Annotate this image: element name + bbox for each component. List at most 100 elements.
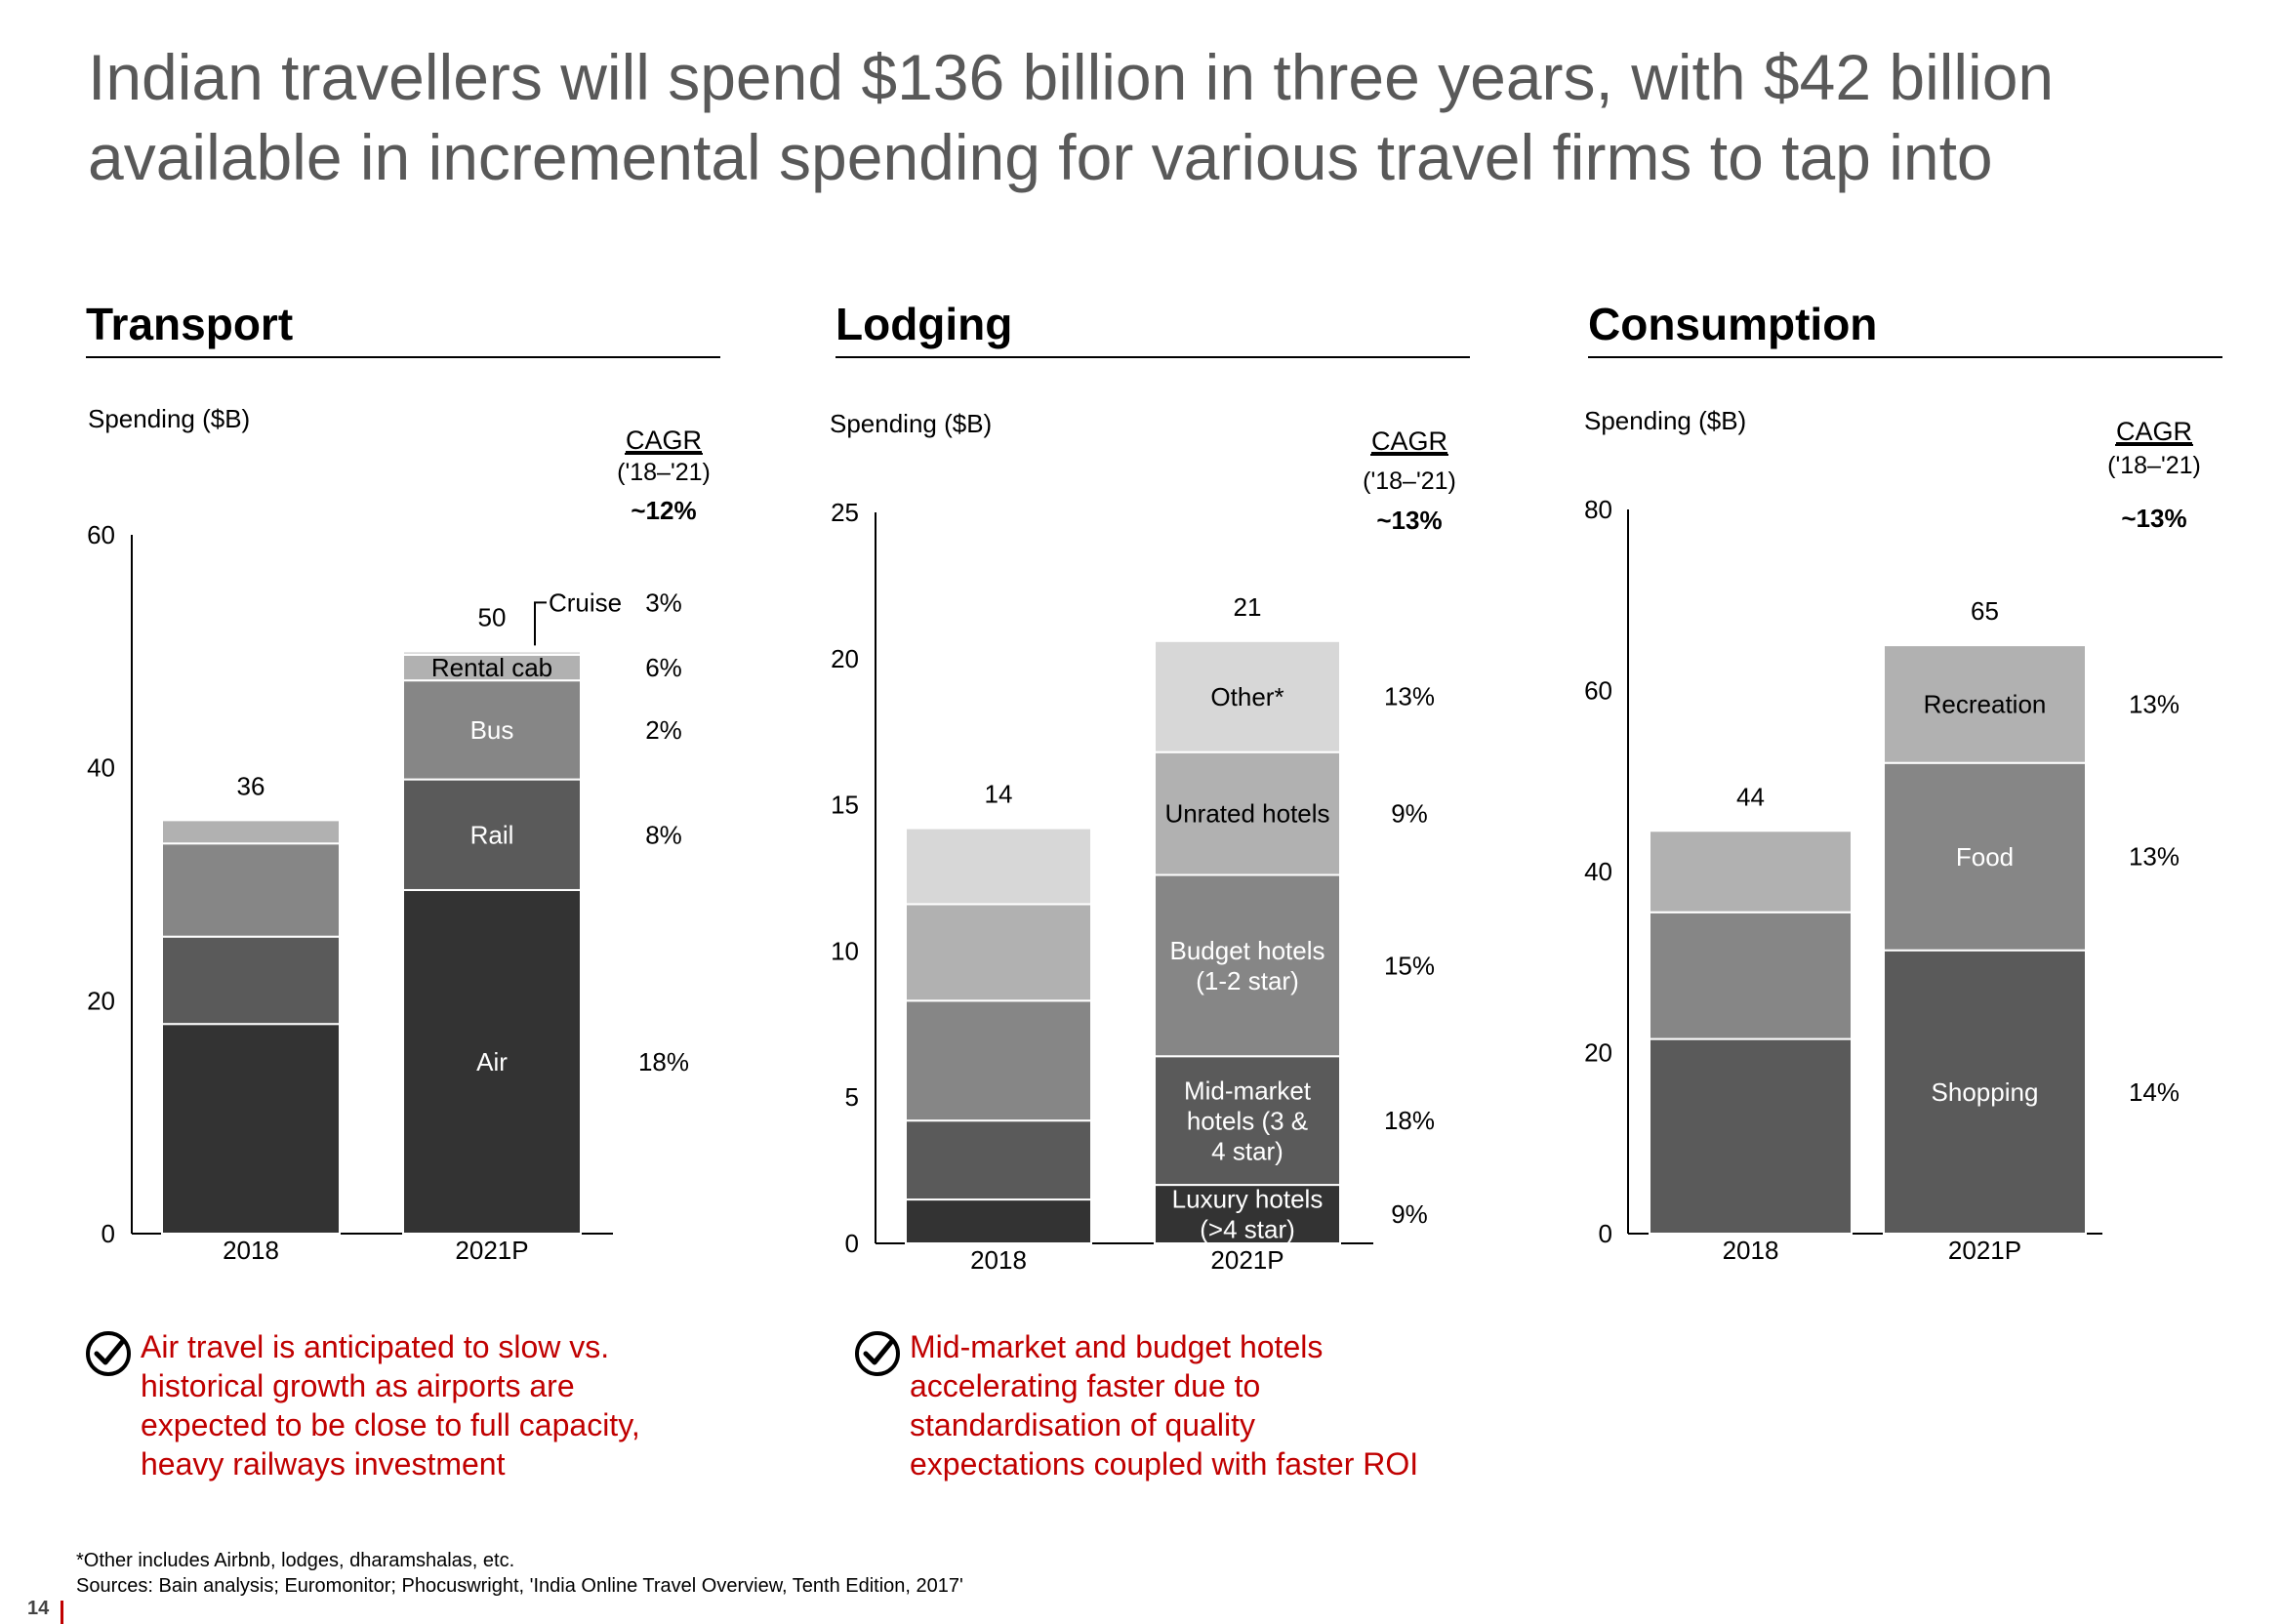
- footnote-other: *Other includes Airbnb, lodges, dharamsh…: [76, 1550, 515, 1571]
- cagr-value: 13%: [2129, 689, 2180, 718]
- note-line: expectations coupled with faster ROI: [910, 1446, 1419, 1482]
- cagr-period: ('18–'21): [617, 459, 711, 486]
- bar-segment: [161, 1023, 341, 1235]
- y-tick-label: 60: [87, 520, 115, 549]
- bar-segment: [905, 1119, 1092, 1201]
- y-tick-label: 0: [845, 1229, 859, 1258]
- x-tick-label: 2021P: [1948, 1236, 2021, 1265]
- checkmark-icon: [855, 1331, 900, 1376]
- bar-segment: [1154, 873, 1341, 1058]
- bar-total-label: 36: [237, 771, 265, 800]
- y-tick-label: 0: [102, 1219, 115, 1248]
- segment-label: Shopping: [1932, 1077, 2039, 1107]
- note-line: Mid-market and budget hotels: [910, 1329, 1324, 1364]
- note-line: heavy railways investment: [141, 1446, 506, 1482]
- bar-segment: [402, 888, 582, 1235]
- segment-label: Budget hotels (1-2 star): [1169, 936, 1324, 995]
- lodging-note: Mid-market and budget hotels acceleratin…: [855, 1327, 1573, 1483]
- segment-label: Unrated hotels: [1164, 799, 1329, 829]
- cagr-value: 13%: [1384, 682, 1435, 711]
- cagr-value: 9%: [1391, 799, 1428, 829]
- cagr-value: 3%: [645, 588, 682, 617]
- bar-total-label: 14: [985, 780, 1013, 809]
- bar-total-label: 21: [1234, 592, 1262, 622]
- note-line: Air travel is anticipated to slow vs.: [141, 1329, 610, 1364]
- bar-segment: [161, 935, 341, 1026]
- segment-label: Other*: [1210, 682, 1284, 711]
- y-tick-label: 10: [831, 936, 859, 965]
- bar-segment: [1154, 1184, 1341, 1244]
- bar-segment: [1649, 1037, 1853, 1236]
- bar-segment: [1154, 1055, 1341, 1187]
- x-tick-label: 2021P: [455, 1236, 528, 1265]
- segment-label: Air: [476, 1047, 508, 1076]
- bar-segment: [161, 819, 341, 845]
- bar-total-label: 50: [478, 602, 507, 631]
- bar-segment: [1154, 751, 1341, 876]
- page-number-divider: [61, 1601, 63, 1624]
- cagr-header: CAGR: [1371, 426, 1447, 456]
- bar-segment: [1154, 639, 1341, 753]
- cagr-header: CAGR: [626, 426, 702, 455]
- cagr-value: 13%: [2129, 842, 2180, 872]
- cagr-total: ~13%: [1376, 506, 1442, 535]
- note-line: historical growth as airports are: [141, 1368, 575, 1403]
- bar-segment: [402, 679, 582, 781]
- cagr-value: 6%: [645, 653, 682, 682]
- y-tick-label: 40: [87, 753, 115, 783]
- bar-segment: [402, 778, 582, 891]
- note-line: accelerating faster due to: [910, 1368, 1261, 1403]
- y-axis-title: Spending ($B): [88, 404, 250, 433]
- x-tick-label: 2021P: [1210, 1245, 1284, 1275]
- bar-segment: [1649, 911, 1853, 1040]
- y-tick-label: 5: [845, 1082, 859, 1112]
- y-tick-label: 0: [1599, 1219, 1612, 1248]
- consumption-panel-title: Consumption: [1588, 298, 2222, 358]
- y-tick-label: 40: [1584, 857, 1612, 886]
- cagr-value: 2%: [645, 715, 682, 745]
- segment-label: Cruise: [549, 588, 622, 617]
- bar-segment: [161, 842, 341, 938]
- lodging-panel: Lodging: [835, 298, 1470, 358]
- bar-segment: [905, 903, 1092, 1002]
- segment-label: Rental cab: [431, 653, 552, 682]
- cagr-value: 8%: [645, 820, 682, 849]
- bar-segment: [905, 999, 1092, 1122]
- page-number: 14: [27, 1598, 50, 1619]
- bar-segment: [1883, 761, 2087, 952]
- cagr-period: ('18–'21): [2107, 452, 2201, 479]
- bar-segment: [905, 827, 1092, 906]
- y-tick-label: 80: [1584, 495, 1612, 524]
- cagr-header: CAGR: [2116, 417, 2192, 446]
- cagr-value: 18%: [1384, 1106, 1435, 1135]
- y-tick-label: 25: [831, 498, 859, 527]
- y-tick-label: 20: [1584, 1038, 1612, 1068]
- consumption-panel: Consumption: [1588, 298, 2222, 358]
- page-title: Indian travellers will spend $136 billio…: [88, 41, 2055, 193]
- bar-segment: [905, 1198, 1092, 1245]
- y-tick-label: 20: [831, 644, 859, 673]
- x-tick-label: 2018: [223, 1236, 279, 1265]
- y-axis-title: Spending ($B): [830, 409, 992, 438]
- segment-label: Luxury hotels (>4 star): [1172, 1185, 1324, 1244]
- cagr-value: 14%: [2129, 1077, 2180, 1107]
- lodging-panel-title: Lodging: [835, 298, 1470, 358]
- cagr-total: ~13%: [2121, 504, 2186, 533]
- segment-label: Recreation: [1924, 690, 2047, 719]
- segment-label: Bus: [470, 715, 514, 745]
- bar-segment: [1649, 830, 1853, 914]
- x-tick-label: 2018: [970, 1245, 1027, 1275]
- transport-panel: Transport: [86, 298, 720, 358]
- cagr-period: ('18–'21): [1363, 467, 1456, 495]
- bar-segment: [402, 653, 582, 682]
- y-tick-label: 20: [87, 986, 115, 1015]
- y-tick-label: 15: [831, 791, 859, 820]
- cagr-value: 9%: [1391, 1199, 1428, 1229]
- y-axis-title: Spending ($B): [1584, 406, 1746, 435]
- x-tick-label: 2018: [1723, 1236, 1779, 1265]
- cagr-value: 18%: [638, 1047, 689, 1076]
- segment-label: Mid-market hotels (3 & 4 star): [1184, 1076, 1312, 1165]
- bar-total-label: 44: [1736, 782, 1765, 811]
- bar-segment: [1883, 644, 2087, 764]
- note-line: standardisation of quality: [910, 1407, 1255, 1442]
